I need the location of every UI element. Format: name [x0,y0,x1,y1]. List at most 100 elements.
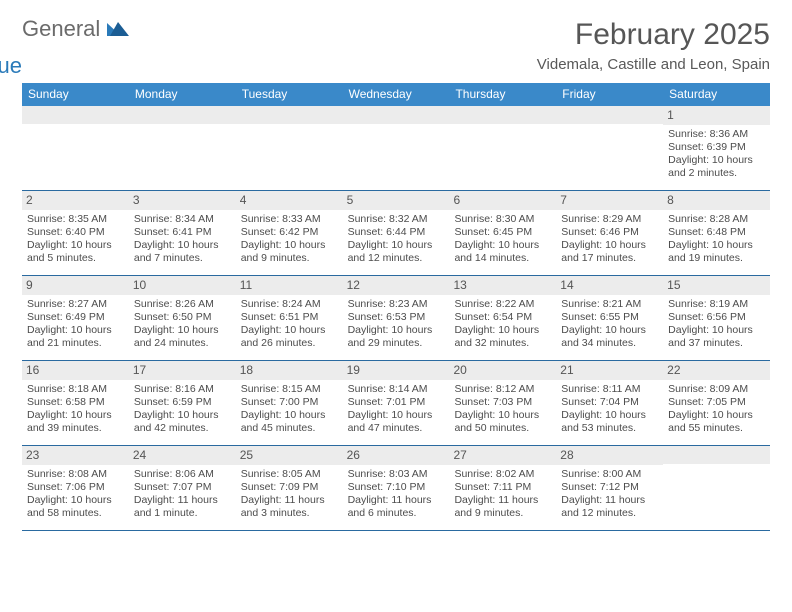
sunset-text: Sunset: 6:53 PM [348,311,445,324]
day-cell: 10Sunrise: 8:26 AMSunset: 6:50 PMDayligh… [129,276,236,360]
day-cell: 1Sunrise: 8:36 AMSunset: 6:39 PMDaylight… [663,106,770,190]
day-cell: 4Sunrise: 8:33 AMSunset: 6:42 PMDaylight… [236,191,343,275]
day-body: Sunrise: 8:09 AMSunset: 7:05 PMDaylight:… [663,380,770,440]
sunrise-text: Sunrise: 8:02 AM [454,468,551,481]
daylight-text: Daylight: 10 hours and 14 minutes. [454,239,551,265]
daylight-text: Daylight: 10 hours and 24 minutes. [134,324,231,350]
sunrise-text: Sunrise: 8:27 AM [27,298,124,311]
day-cell: 11Sunrise: 8:24 AMSunset: 6:51 PMDayligh… [236,276,343,360]
sunset-text: Sunset: 6:56 PM [668,311,765,324]
day-body: Sunrise: 8:02 AMSunset: 7:11 PMDaylight:… [449,465,556,525]
sunset-text: Sunset: 7:12 PM [561,481,658,494]
day-body: Sunrise: 8:14 AMSunset: 7:01 PMDaylight:… [343,380,450,440]
sunrise-text: Sunrise: 8:35 AM [27,213,124,226]
sunset-text: Sunset: 7:11 PM [454,481,551,494]
sunset-text: Sunset: 6:44 PM [348,226,445,239]
day-body: Sunrise: 8:12 AMSunset: 7:03 PMDaylight:… [449,380,556,440]
daylight-text: Daylight: 10 hours and 21 minutes. [27,324,124,350]
daylight-text: Daylight: 10 hours and 29 minutes. [348,324,445,350]
day-body: Sunrise: 8:24 AMSunset: 6:51 PMDaylight:… [236,295,343,355]
day-body: Sunrise: 8:11 AMSunset: 7:04 PMDaylight:… [556,380,663,440]
day-number: 22 [663,361,770,380]
weekday-sunday: Sunday [22,83,129,106]
sunset-text: Sunset: 6:49 PM [27,311,124,324]
daylight-text: Daylight: 11 hours and 1 minute. [134,494,231,520]
day-cell: 6Sunrise: 8:30 AMSunset: 6:45 PMDaylight… [449,191,556,275]
weekday-wednesday: Wednesday [343,83,450,106]
sunrise-text: Sunrise: 8:33 AM [241,213,338,226]
day-cell: 24Sunrise: 8:06 AMSunset: 7:07 PMDayligh… [129,446,236,530]
sunset-text: Sunset: 6:41 PM [134,226,231,239]
sunrise-text: Sunrise: 8:11 AM [561,383,658,396]
daylight-text: Daylight: 10 hours and 12 minutes. [348,239,445,265]
sunset-text: Sunset: 7:09 PM [241,481,338,494]
day-cell [343,106,450,190]
sunset-text: Sunset: 7:07 PM [134,481,231,494]
day-number: 19 [343,361,450,380]
day-cell [663,446,770,530]
sunrise-text: Sunrise: 8:12 AM [454,383,551,396]
day-body: Sunrise: 8:23 AMSunset: 6:53 PMDaylight:… [343,295,450,355]
sunrise-text: Sunrise: 8:24 AM [241,298,338,311]
day-body: Sunrise: 8:21 AMSunset: 6:55 PMDaylight:… [556,295,663,355]
daylight-text: Daylight: 10 hours and 42 minutes. [134,409,231,435]
daylight-text: Daylight: 10 hours and 26 minutes. [241,324,338,350]
day-body: Sunrise: 8:36 AMSunset: 6:39 PMDaylight:… [663,125,770,185]
day-body: Sunrise: 8:33 AMSunset: 6:42 PMDaylight:… [236,210,343,270]
sunset-text: Sunset: 6:51 PM [241,311,338,324]
day-number: 3 [129,191,236,210]
sunset-text: Sunset: 6:55 PM [561,311,658,324]
sunrise-text: Sunrise: 8:36 AM [668,128,765,141]
daylight-text: Daylight: 11 hours and 3 minutes. [241,494,338,520]
week-row: 2Sunrise: 8:35 AMSunset: 6:40 PMDaylight… [22,191,770,276]
day-cell [22,106,129,190]
sunrise-text: Sunrise: 8:26 AM [134,298,231,311]
day-cell: 18Sunrise: 8:15 AMSunset: 7:00 PMDayligh… [236,361,343,445]
day-number [22,106,129,124]
weekday-saturday: Saturday [663,83,770,106]
day-cell: 14Sunrise: 8:21 AMSunset: 6:55 PMDayligh… [556,276,663,360]
day-body: Sunrise: 8:18 AMSunset: 6:58 PMDaylight:… [22,380,129,440]
daylight-text: Daylight: 10 hours and 9 minutes. [241,239,338,265]
weekday-header-row: Sunday Monday Tuesday Wednesday Thursday… [22,83,770,106]
sunrise-text: Sunrise: 8:29 AM [561,213,658,226]
day-body: Sunrise: 8:08 AMSunset: 7:06 PMDaylight:… [22,465,129,525]
day-body: Sunrise: 8:16 AMSunset: 6:59 PMDaylight:… [129,380,236,440]
day-number: 2 [22,191,129,210]
daylight-text: Daylight: 10 hours and 58 minutes. [27,494,124,520]
day-body: Sunrise: 8:06 AMSunset: 7:07 PMDaylight:… [129,465,236,525]
sunrise-text: Sunrise: 8:08 AM [27,468,124,481]
day-cell [129,106,236,190]
daylight-text: Daylight: 10 hours and 7 minutes. [134,239,231,265]
sunset-text: Sunset: 7:10 PM [348,481,445,494]
weekday-monday: Monday [129,83,236,106]
day-cell: 22Sunrise: 8:09 AMSunset: 7:05 PMDayligh… [663,361,770,445]
day-body: Sunrise: 8:22 AMSunset: 6:54 PMDaylight:… [449,295,556,355]
day-number: 8 [663,191,770,210]
sunrise-text: Sunrise: 8:06 AM [134,468,231,481]
logo-word1-text: General [22,16,100,41]
sunrise-text: Sunrise: 8:09 AM [668,383,765,396]
day-cell: 21Sunrise: 8:11 AMSunset: 7:04 PMDayligh… [556,361,663,445]
day-cell: 16Sunrise: 8:18 AMSunset: 6:58 PMDayligh… [22,361,129,445]
sunrise-text: Sunrise: 8:28 AM [668,213,765,226]
day-cell: 25Sunrise: 8:05 AMSunset: 7:09 PMDayligh… [236,446,343,530]
sunrise-text: Sunrise: 8:22 AM [454,298,551,311]
daylight-text: Daylight: 10 hours and 34 minutes. [561,324,658,350]
sunrise-text: Sunrise: 8:14 AM [348,383,445,396]
daylight-text: Daylight: 10 hours and 39 minutes. [27,409,124,435]
day-cell: 19Sunrise: 8:14 AMSunset: 7:01 PMDayligh… [343,361,450,445]
day-body: Sunrise: 8:30 AMSunset: 6:45 PMDaylight:… [449,210,556,270]
day-number: 13 [449,276,556,295]
day-number: 25 [236,446,343,465]
day-body: Sunrise: 8:15 AMSunset: 7:00 PMDaylight:… [236,380,343,440]
daylight-text: Daylight: 10 hours and 55 minutes. [668,409,765,435]
sunset-text: Sunset: 6:45 PM [454,226,551,239]
daylight-text: Daylight: 10 hours and 47 minutes. [348,409,445,435]
day-cell: 26Sunrise: 8:03 AMSunset: 7:10 PMDayligh… [343,446,450,530]
day-number: 21 [556,361,663,380]
day-number [556,106,663,124]
daylight-text: Daylight: 10 hours and 17 minutes. [561,239,658,265]
day-cell: 15Sunrise: 8:19 AMSunset: 6:56 PMDayligh… [663,276,770,360]
day-cell: 9Sunrise: 8:27 AMSunset: 6:49 PMDaylight… [22,276,129,360]
